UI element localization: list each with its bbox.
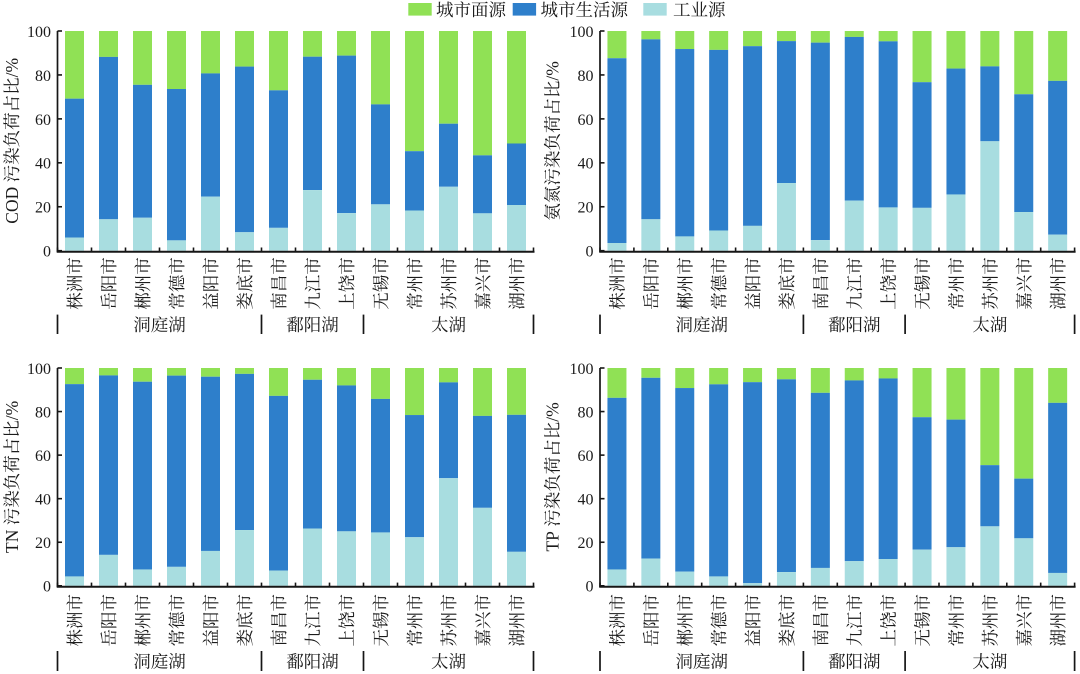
svg-text:60: 60 [35,112,51,129]
svg-text:20: 20 [35,535,51,552]
svg-text:100: 100 [570,361,594,378]
svg-text:20: 20 [578,535,594,552]
svg-text:80: 80 [578,68,594,85]
svg-text:20: 20 [35,200,51,217]
svg-text:/%: /% [543,402,563,421]
svg-text:/%: /% [543,61,563,80]
svg-text:60: 60 [578,448,594,465]
svg-text:100: 100 [570,24,594,41]
svg-text:80: 80 [35,68,51,85]
svg-text:80: 80 [35,404,51,421]
svg-text:20: 20 [578,200,594,217]
svg-text:100: 100 [27,361,51,378]
svg-text:0: 0 [586,579,594,596]
svg-text:40: 40 [35,492,51,509]
svg-text:TP: TP [543,531,563,552]
svg-text:60: 60 [578,112,594,129]
svg-text:TN: TN [2,529,22,553]
svg-text:COD: COD [2,187,22,224]
svg-text:40: 40 [35,156,51,173]
svg-text:/%: /% [2,401,22,420]
svg-text:0: 0 [586,244,594,261]
svg-text:80: 80 [578,404,594,421]
svg-text:40: 40 [578,156,594,173]
svg-text:/%: /% [2,58,22,77]
svg-text:0: 0 [43,579,51,596]
svg-text:60: 60 [35,448,51,465]
svg-text:40: 40 [578,492,594,509]
svg-text:0: 0 [43,244,51,261]
svg-text:100: 100 [27,24,51,41]
